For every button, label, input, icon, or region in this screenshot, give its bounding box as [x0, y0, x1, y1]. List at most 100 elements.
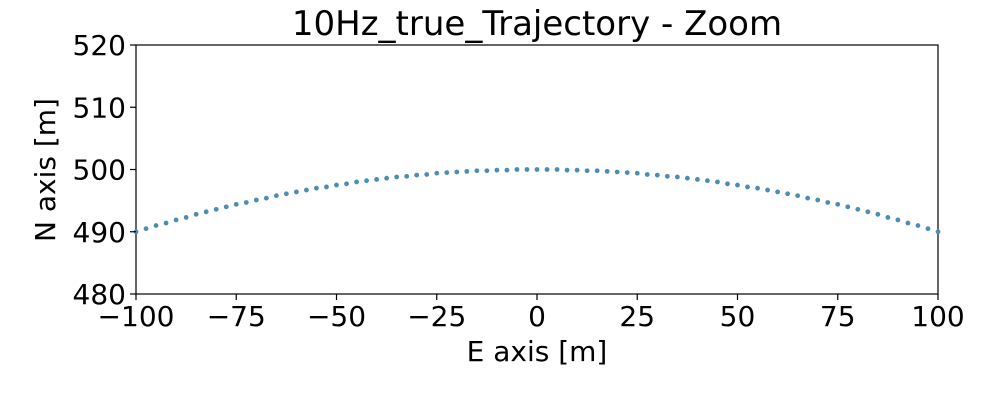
data-point: [344, 181, 349, 187]
data-point: [504, 167, 510, 173]
data-point: [584, 168, 590, 174]
data-point: [524, 167, 530, 172]
data-point: [875, 211, 881, 217]
x-tick-label: 75: [820, 300, 856, 333]
data-point: [715, 179, 720, 185]
data-point: [424, 172, 430, 177]
y-tick-label: 490: [73, 216, 126, 249]
y-axis-ticks: 480 490 500 510 520: [73, 29, 136, 311]
chart-title: 10Hz_true_Trajectory - Zoom: [292, 4, 782, 44]
data-point: [755, 185, 760, 191]
x-tick-label: 25: [619, 300, 655, 333]
data-point: [494, 167, 500, 173]
data-point: [304, 187, 309, 193]
data-point: [574, 167, 580, 173]
data-point: [664, 173, 670, 179]
data-point: [765, 187, 770, 193]
data-point: [273, 193, 279, 199]
data-points: [133, 167, 941, 235]
data-point: [705, 178, 710, 184]
data-point: [203, 209, 209, 215]
data-point: [624, 170, 630, 176]
data-point: [725, 181, 730, 187]
data-point: [554, 167, 560, 172]
data-point: [695, 177, 700, 182]
x-axis-ticks: −100 −75 −50 −25 0 25 50 75 100: [98, 294, 965, 333]
data-point: [845, 204, 851, 210]
data-point: [885, 215, 891, 220]
data-point: [364, 178, 369, 184]
data-point: [283, 191, 289, 197]
data-point: [223, 204, 229, 210]
data-point: [895, 217, 901, 223]
data-point: [143, 226, 149, 232]
data-point: [544, 167, 550, 172]
data-point: [644, 172, 650, 177]
data-point: [614, 169, 620, 175]
data-point: [835, 201, 841, 207]
data-point: [684, 175, 690, 181]
data-point: [474, 168, 480, 174]
data-point: [905, 220, 911, 226]
y-tick-label: 480: [73, 278, 126, 311]
y-axis-title: N axis [m]: [29, 98, 62, 242]
data-point: [193, 211, 199, 217]
x-tick-label: 100: [911, 300, 964, 333]
data-point: [795, 193, 801, 199]
x-axis-title: E axis [m]: [467, 335, 608, 368]
data-point: [374, 177, 379, 182]
data-point: [674, 174, 680, 180]
data-point: [213, 206, 219, 212]
data-point: [925, 226, 931, 232]
data-point: [464, 168, 470, 174]
data-point: [825, 200, 831, 205]
plot-area: [133, 44, 941, 295]
data-point: [434, 170, 440, 176]
data-point: [233, 201, 239, 207]
data-point: [915, 223, 921, 228]
data-point: [865, 209, 871, 215]
x-tick-label: −25: [407, 300, 466, 333]
data-point: [805, 195, 811, 201]
data-point: [263, 195, 269, 201]
data-point: [314, 185, 319, 191]
data-point: [855, 206, 861, 212]
y-tick-label: 520: [73, 29, 126, 62]
data-point: [654, 172, 660, 178]
data-point: [534, 167, 540, 172]
data-point: [454, 169, 460, 175]
data-point: [334, 182, 339, 188]
data-point: [153, 223, 159, 228]
data-point: [484, 168, 490, 174]
x-tick-label: −75: [207, 300, 266, 333]
y-tick-label: 500: [73, 154, 126, 187]
data-point: [745, 184, 750, 190]
data-point: [444, 170, 450, 176]
data-point: [183, 215, 189, 220]
data-point: [514, 167, 520, 172]
data-point: [414, 172, 420, 178]
y-tick-label: 510: [73, 91, 126, 124]
data-point: [785, 191, 791, 197]
data-point: [604, 168, 610, 174]
data-point: [594, 168, 600, 174]
data-point: [324, 184, 329, 190]
data-point: [634, 170, 640, 176]
data-point: [243, 200, 249, 205]
data-point: [735, 182, 740, 188]
data-point: [564, 167, 570, 173]
x-tick-label: 50: [720, 300, 756, 333]
x-tick-label: −100: [98, 300, 175, 333]
data-point: [394, 174, 400, 180]
x-tick-label: −50: [307, 300, 366, 333]
data-point: [253, 197, 259, 203]
data-point: [775, 189, 780, 195]
x-tick-label: 0: [528, 300, 546, 333]
data-point: [173, 217, 179, 223]
data-point: [294, 189, 299, 195]
data-point: [384, 175, 390, 181]
data-point: [815, 197, 821, 203]
data-point: [354, 179, 359, 185]
data-point: [404, 173, 410, 179]
